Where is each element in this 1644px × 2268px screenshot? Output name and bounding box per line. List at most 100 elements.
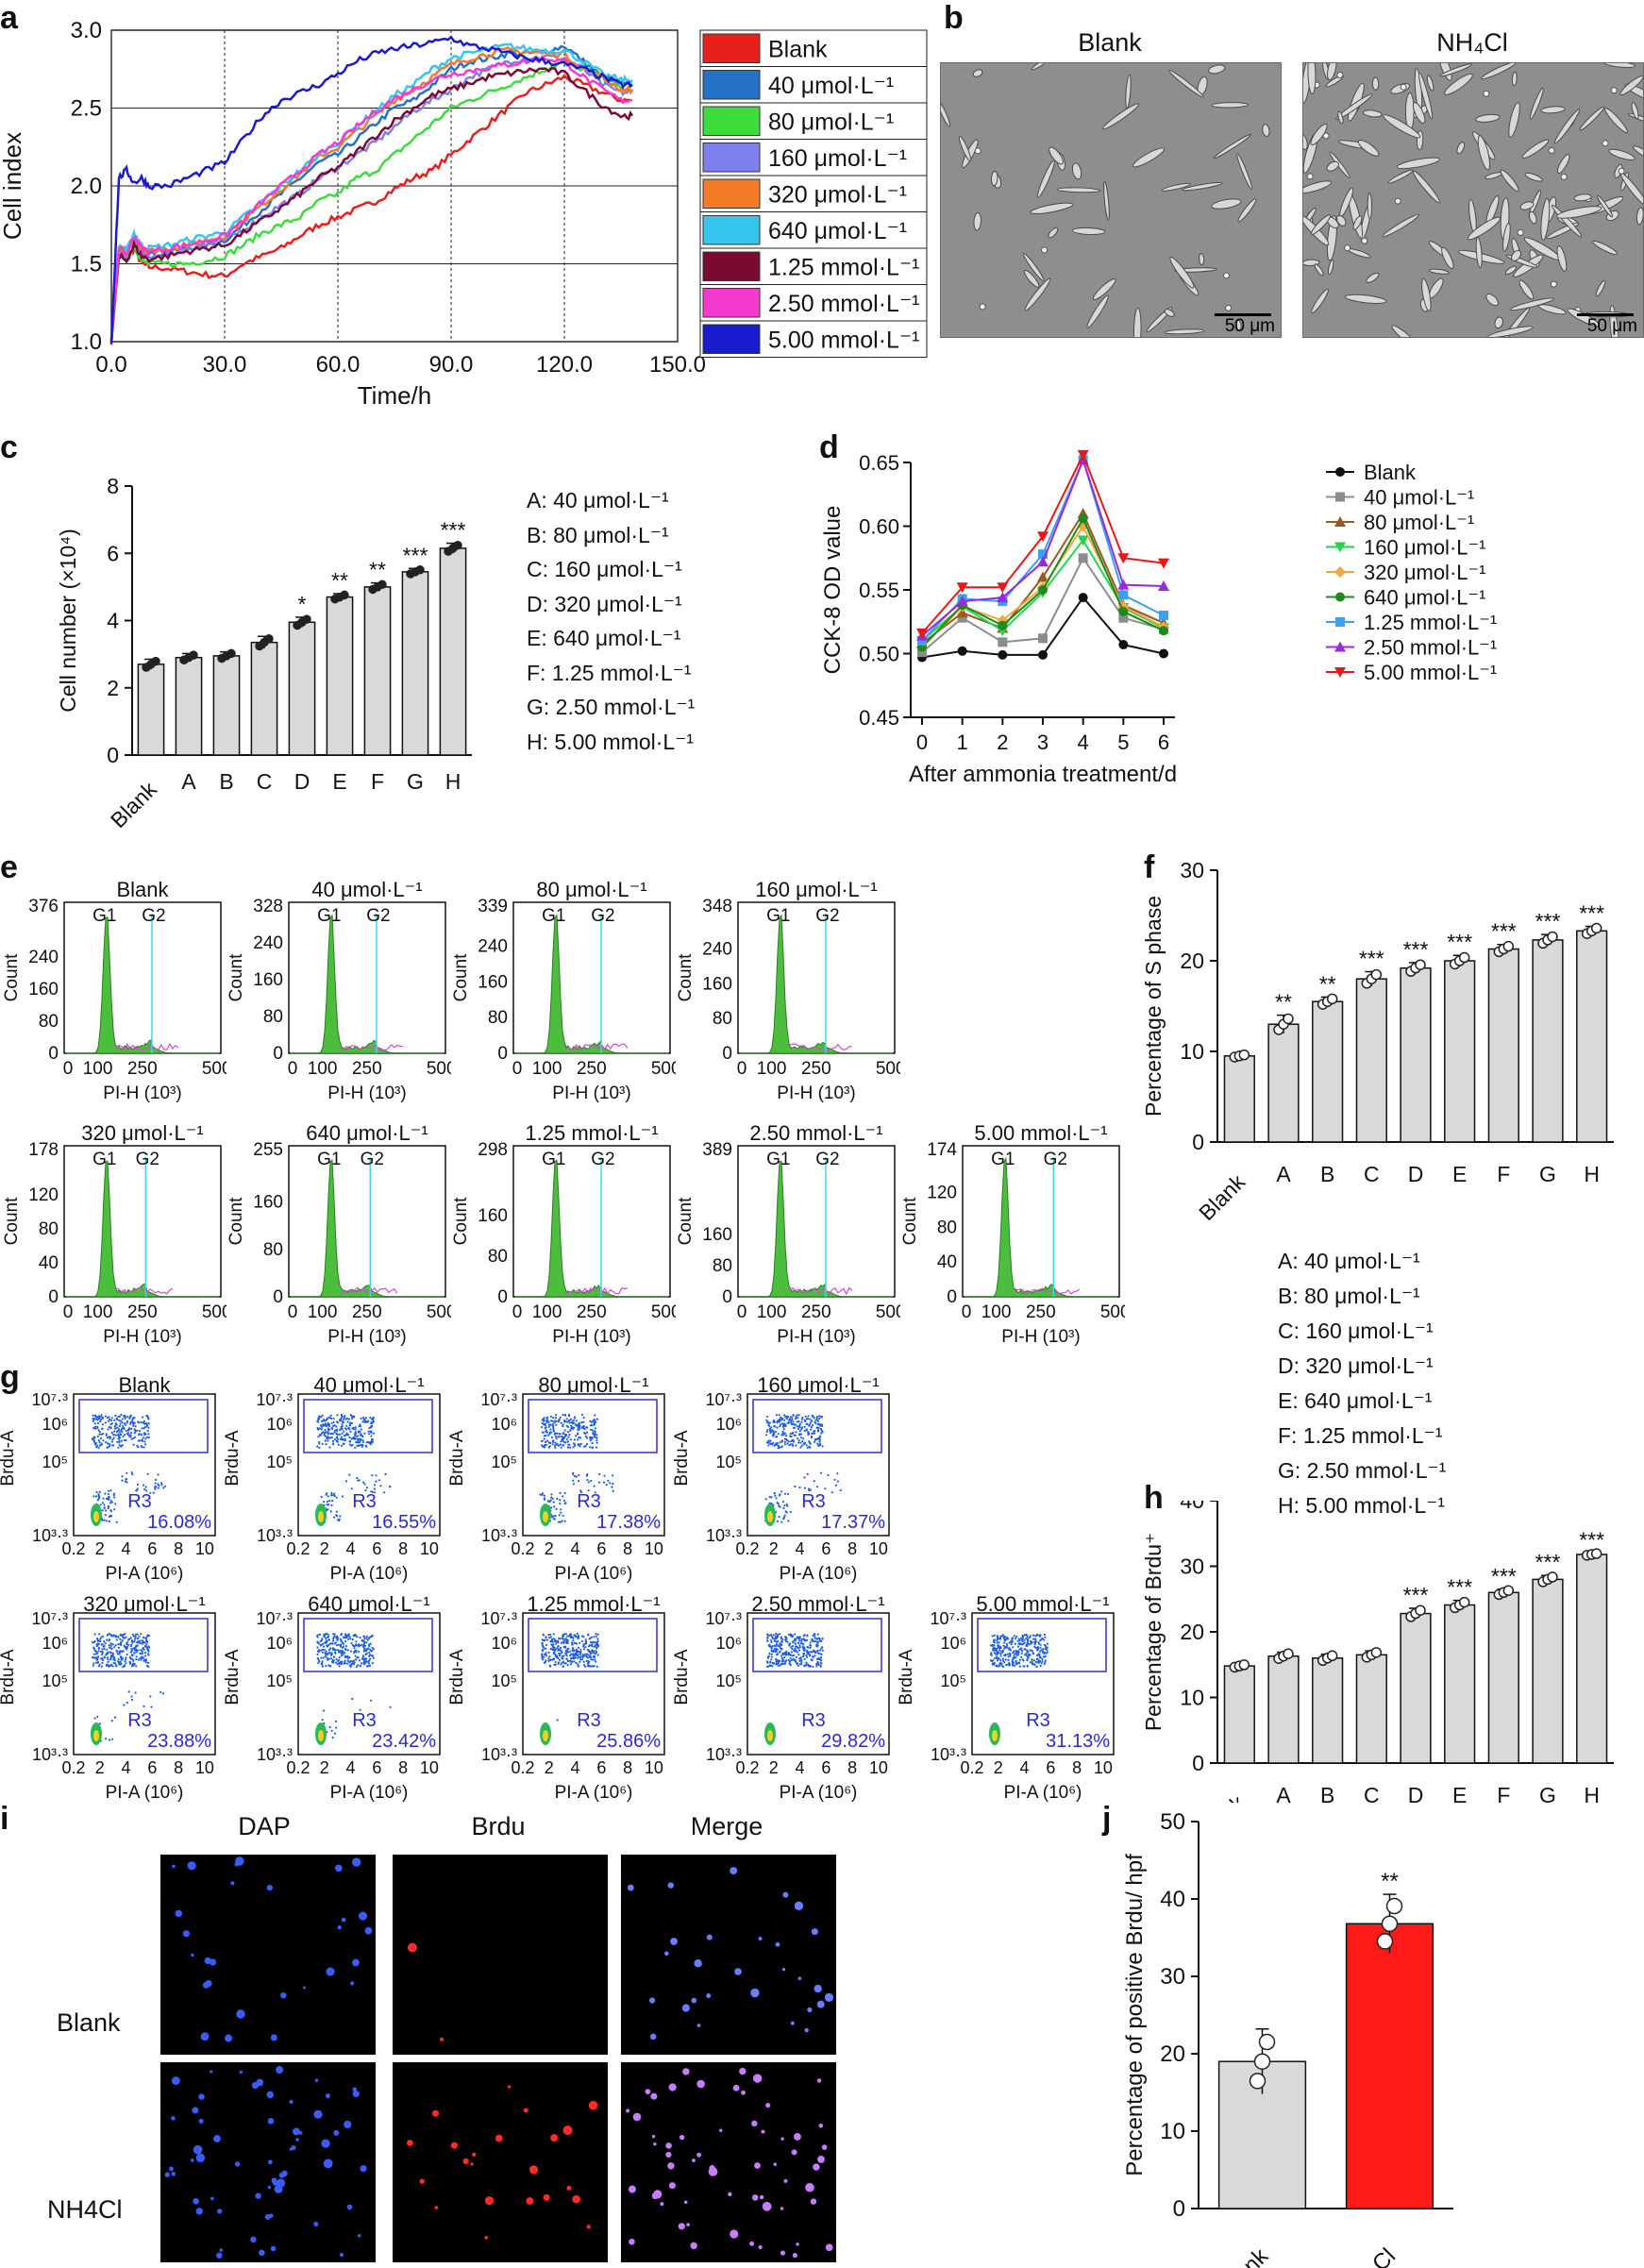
abbrev-item: F: 1.25 mmol·L⁻¹	[1278, 1423, 1443, 1448]
event-dot	[806, 1418, 809, 1420]
event-dot	[149, 1695, 152, 1698]
event-dot	[117, 1636, 120, 1638]
x-tick-label: 100	[83, 1059, 113, 1079]
x-tick-label: 0	[512, 1059, 523, 1079]
event-dot	[562, 1437, 565, 1440]
event-dot	[800, 1658, 803, 1662]
cell	[1477, 135, 1491, 171]
event-dot	[1039, 1656, 1042, 1659]
event-dot	[1033, 1641, 1036, 1644]
marker	[1159, 626, 1168, 636]
event-dot	[597, 1481, 601, 1484]
data-point	[1253, 2053, 1271, 2070]
cell	[1367, 192, 1372, 220]
event-dot	[767, 1444, 770, 1447]
x-tick-label: 4	[571, 1539, 580, 1558]
y-tick-label: 160	[253, 970, 283, 990]
event-dot	[572, 1657, 575, 1660]
event-dot	[337, 1643, 340, 1646]
gate-label: R3	[127, 1710, 152, 1731]
event-dot	[584, 1665, 587, 1668]
event-dot	[126, 1481, 128, 1484]
event-dot	[350, 1641, 353, 1645]
event-dot	[367, 1430, 370, 1433]
nucleus	[696, 2152, 701, 2158]
event-dot	[92, 1495, 95, 1498]
event-dot	[596, 1418, 599, 1420]
nucleus	[210, 2196, 214, 2201]
event-dot	[355, 1658, 358, 1661]
bar	[439, 547, 467, 756]
event-dot	[549, 1640, 552, 1643]
event-dot	[93, 1717, 96, 1720]
event-dot	[358, 1650, 361, 1653]
round-cell	[1344, 244, 1351, 252]
event-dot	[344, 1648, 347, 1652]
event-dot	[320, 1638, 323, 1642]
nucleus	[302, 1986, 306, 1990]
x-tick-label: 6	[147, 1758, 157, 1777]
event-dot	[101, 1502, 104, 1504]
y-axis-title: Percentage of Brdu⁺	[1141, 1533, 1166, 1731]
event-dot	[123, 1644, 126, 1647]
event-dot	[769, 1661, 772, 1664]
event-dot	[791, 1443, 794, 1446]
event-dot	[328, 1665, 332, 1668]
event-dot	[776, 1520, 780, 1522]
event-dot	[572, 1419, 575, 1421]
event-dot	[807, 1653, 810, 1655]
event-dot	[105, 1434, 108, 1436]
nucleus	[264, 2213, 271, 2220]
event-dot	[1015, 1656, 1017, 1659]
y-tick-label: 0	[48, 1287, 59, 1307]
nucleus	[651, 2192, 659, 2200]
event-dot	[1023, 1638, 1026, 1641]
event-dot	[123, 1415, 126, 1418]
event-dot	[363, 1638, 366, 1640]
y-tick-label: 10⁶	[716, 1634, 742, 1653]
event-dot	[121, 1479, 124, 1482]
event-dot	[1018, 1658, 1021, 1661]
event-dot	[559, 1416, 562, 1419]
x-tick-label: 6	[147, 1539, 157, 1558]
y-axis-title: Brdu-A	[449, 1649, 467, 1705]
cell	[1182, 182, 1223, 192]
event-dot	[372, 1656, 375, 1659]
y-tick-label: 0	[947, 1287, 957, 1307]
event-dot	[560, 1641, 562, 1644]
event-dot	[1046, 1646, 1048, 1649]
gate-r3	[528, 1618, 658, 1672]
event-dot	[569, 1438, 572, 1441]
event-dot	[319, 1434, 322, 1436]
event-dot	[812, 1415, 814, 1418]
y-tick-label: 80	[39, 1219, 59, 1239]
event-dot	[783, 1414, 786, 1417]
y-tick-label: 0	[1192, 1751, 1204, 1775]
event-dot	[577, 1646, 580, 1649]
event-dot	[130, 1437, 133, 1440]
event-dot	[359, 1644, 361, 1647]
flow-histogram: 40 μmol·L⁻¹328240160800Count0100250500PI…	[226, 878, 451, 1103]
event-dot	[1005, 1637, 1008, 1639]
event-dot	[578, 1651, 580, 1654]
abbrev-item: A: 40 μmol·L⁻¹	[527, 488, 669, 512]
event-dot	[770, 1429, 773, 1432]
event-dot	[807, 1431, 810, 1434]
event-dot	[363, 1483, 366, 1486]
event-dot	[105, 1509, 108, 1512]
event-dot	[109, 1509, 112, 1512]
x-tick-label: C	[1364, 1783, 1380, 1803]
event-dot	[800, 1641, 803, 1644]
event-dot	[559, 1491, 562, 1494]
event-dot	[1016, 1639, 1019, 1642]
y-axis-title: Brdu-A	[449, 1430, 467, 1486]
event-dot	[797, 1638, 801, 1640]
significance-mark: **	[331, 568, 348, 593]
event-dot	[325, 1650, 327, 1653]
nucleus	[193, 2144, 203, 2155]
event-dot	[789, 1435, 792, 1437]
y-tick-label: 30	[1180, 858, 1204, 882]
event-dot	[355, 1640, 358, 1643]
nucleus	[528, 2165, 539, 2175]
legend-label: 80 μmol·L⁻¹	[1364, 511, 1474, 534]
